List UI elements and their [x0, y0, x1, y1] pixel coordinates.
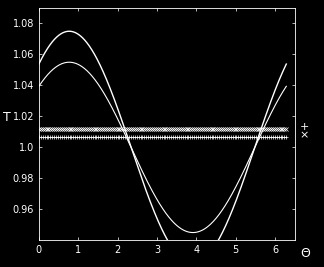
Y-axis label: T: T: [3, 111, 11, 124]
Text: ×: ×: [300, 131, 309, 141]
X-axis label: Θ: Θ: [300, 247, 310, 260]
Text: +: +: [300, 122, 309, 132]
